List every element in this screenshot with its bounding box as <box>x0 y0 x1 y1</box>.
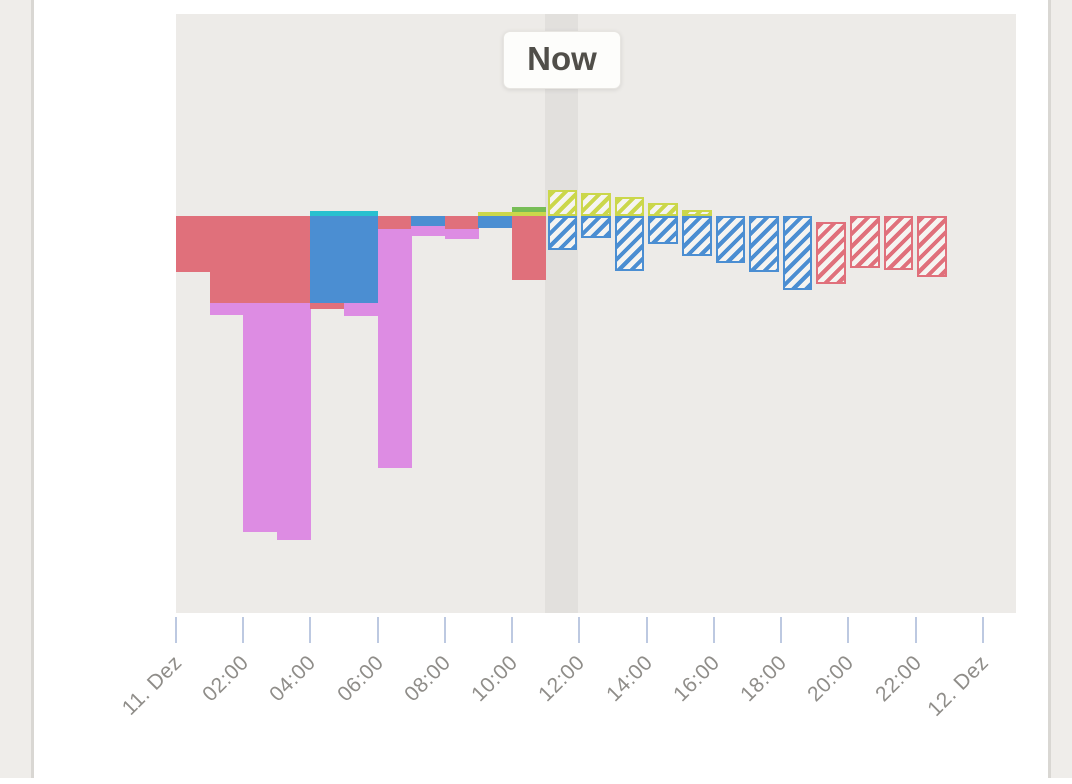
x-axis-tick <box>511 617 513 643</box>
bar-segment-red[interactable] <box>243 216 278 303</box>
x-axis-tick <box>377 617 379 643</box>
x-axis-tick <box>847 617 849 643</box>
x-axis-label: 18:00 <box>736 651 792 707</box>
x-axis-label: 20:00 <box>803 651 859 707</box>
x-axis-tick <box>309 617 311 643</box>
bar-segment-magenta[interactable] <box>209 303 244 315</box>
bar-segment-red[interactable] <box>310 303 345 309</box>
bar-segment-yellow-forecast[interactable] <box>682 210 712 216</box>
bar-segment-red-forecast[interactable] <box>917 216 947 277</box>
x-axis-tick <box>646 617 648 643</box>
x-axis-label: 11. Dez <box>117 651 187 720</box>
bar-segment-red-forecast[interactable] <box>850 216 880 268</box>
bar-segment-blue[interactable] <box>310 216 345 303</box>
bar-segment-red-forecast[interactable] <box>816 222 846 284</box>
bar-segment-yellow-forecast[interactable] <box>614 197 645 216</box>
x-axis-tick <box>444 617 446 643</box>
bar-segment-magenta[interactable] <box>377 229 412 468</box>
x-axis-tick <box>713 617 715 643</box>
bar-segment-green[interactable] <box>512 207 547 212</box>
bar-segment-magenta[interactable] <box>444 229 479 239</box>
bar-segment-blue-forecast[interactable] <box>547 216 578 250</box>
x-axis-label: 06:00 <box>333 651 389 707</box>
x-axis-label: 08:00 <box>400 651 456 707</box>
page-margin-right <box>1051 0 1072 778</box>
bar-segment-blue-forecast[interactable] <box>749 216 779 272</box>
bar-segment-red[interactable] <box>209 216 244 303</box>
bar-segment-yellow-forecast[interactable] <box>581 193 611 216</box>
bar-segment-red[interactable] <box>377 216 412 229</box>
bar-segment-yellow-forecast[interactable] <box>547 190 578 216</box>
x-axis-label: 16:00 <box>669 651 725 707</box>
x-axis-tick <box>780 617 782 643</box>
bar-segment-blue-forecast[interactable] <box>614 216 645 271</box>
bar-segment-red-forecast[interactable] <box>883 216 914 270</box>
x-axis-label: 22:00 <box>871 651 927 707</box>
bar-segment-cyan[interactable] <box>344 211 379 216</box>
x-axis-label: 04:00 <box>265 651 321 707</box>
bar-segment-yellow-forecast[interactable] <box>648 203 678 216</box>
x-axis-tick <box>578 617 580 643</box>
bar-segment-red[interactable] <box>512 216 547 280</box>
bar-segment-blue-forecast[interactable] <box>715 216 746 263</box>
x-axis-tick <box>242 617 244 643</box>
bar-segment-blue-forecast[interactable] <box>782 216 813 290</box>
card-left-edge <box>31 0 34 778</box>
bar-segment-cyan[interactable] <box>310 211 345 216</box>
now-label: Now <box>503 31 621 89</box>
bar-segment-yellow[interactable] <box>512 212 547 216</box>
bar-segment-blue-forecast[interactable] <box>581 216 611 238</box>
x-axis-tick <box>175 617 177 643</box>
page-margin-left <box>0 0 31 778</box>
x-axis-label: 02:00 <box>198 651 254 707</box>
bar-segment-magenta[interactable] <box>344 303 379 316</box>
card-right-edge <box>1048 0 1051 778</box>
bar-segment-magenta[interactable] <box>276 303 311 540</box>
chart-plot[interactable] <box>176 14 1016 613</box>
x-axis-label: 14:00 <box>602 651 658 707</box>
x-axis-label: 12. Dez <box>923 651 994 721</box>
now-time-band <box>545 14 578 613</box>
bar-segment-red[interactable] <box>176 216 211 272</box>
bar-segment-yellow[interactable] <box>478 212 513 216</box>
bar-segment-blue[interactable] <box>411 216 446 226</box>
bar-segment-magenta[interactable] <box>411 226 446 236</box>
bar-segment-blue[interactable] <box>478 216 513 228</box>
x-axis-label: 10:00 <box>467 651 523 707</box>
x-axis-tick <box>982 617 984 643</box>
bar-segment-magenta[interactable] <box>243 303 278 532</box>
x-axis-label: 12:00 <box>534 651 590 707</box>
bar-segment-blue[interactable] <box>344 216 379 303</box>
x-axis-tick <box>915 617 917 643</box>
bar-segment-red[interactable] <box>276 216 311 303</box>
bar-segment-red[interactable] <box>444 216 479 229</box>
bar-segment-blue-forecast[interactable] <box>682 216 712 256</box>
bar-segment-blue-forecast[interactable] <box>648 216 678 244</box>
